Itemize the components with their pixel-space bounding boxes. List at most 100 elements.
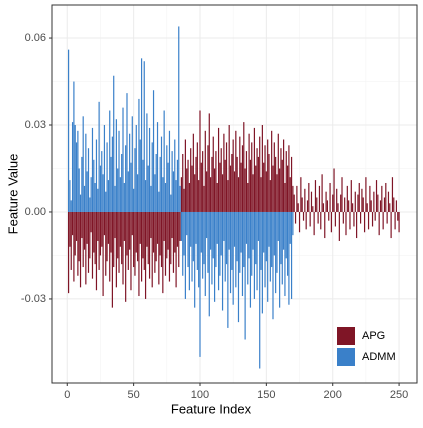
- bar: [109, 211, 111, 282]
- bar: [150, 211, 152, 239]
- bar: [316, 197, 318, 212]
- bar: [284, 211, 286, 297]
- bar: [184, 139, 186, 212]
- bar: [135, 211, 137, 253]
- bar: [93, 211, 95, 253]
- bar: [79, 194, 82, 212]
- bar: [267, 139, 269, 212]
- bar: [261, 211, 263, 314]
- bar: [294, 211, 297, 224]
- bar: [188, 211, 190, 291]
- bar: [247, 182, 249, 212]
- bar: [154, 211, 156, 273]
- bar: [279, 211, 281, 308]
- bar: [215, 211, 217, 268]
- bar: [267, 211, 269, 302]
- bar: [342, 211, 344, 224]
- bar: [115, 119, 117, 212]
- bar: [114, 185, 116, 212]
- bar: [208, 113, 210, 212]
- bar: [93, 159, 95, 212]
- bar: [377, 194, 379, 212]
- bar: [248, 211, 250, 259]
- bar: [121, 211, 123, 265]
- bar: [144, 180, 147, 212]
- bar: [146, 113, 148, 212]
- bar: [198, 211, 200, 288]
- bar: [252, 211, 254, 250]
- bar: [75, 142, 78, 212]
- bar: [143, 61, 145, 212]
- bar: [123, 182, 125, 212]
- bar: [71, 122, 74, 212]
- bar: [273, 211, 275, 256]
- bar: [241, 145, 244, 212]
- bar: [106, 211, 108, 262]
- bar: [170, 194, 172, 212]
- bar: [139, 139, 141, 212]
- bar: [71, 211, 74, 236]
- bar: [156, 211, 159, 244]
- bar: [212, 211, 214, 259]
- bar: [206, 171, 208, 212]
- bar: [288, 145, 290, 212]
- bar: [244, 168, 246, 212]
- bar: [178, 211, 180, 268]
- bar: [176, 211, 179, 247]
- bar: [219, 162, 221, 212]
- bar: [171, 211, 173, 239]
- y-tick-label: 0.00: [25, 206, 46, 218]
- bar: [159, 156, 161, 212]
- bar: [184, 211, 186, 299]
- bar: [107, 211, 110, 244]
- bar: [167, 211, 169, 250]
- bar: [358, 182, 360, 212]
- bar: [187, 159, 189, 212]
- bar: [374, 211, 376, 221]
- bar: [216, 211, 218, 244]
- bar: [152, 211, 155, 253]
- bar: [369, 185, 371, 212]
- bar: [86, 171, 88, 212]
- bar: [373, 191, 375, 212]
- bar: [289, 211, 291, 244]
- bar: [321, 174, 323, 212]
- bar: [69, 180, 71, 212]
- x-tick-label: 100: [191, 389, 209, 401]
- bar: [293, 194, 295, 212]
- bar: [232, 139, 234, 212]
- bar: [317, 211, 319, 224]
- bar: [190, 211, 192, 247]
- bar: [97, 211, 99, 241]
- bar: [280, 211, 282, 265]
- bar: [129, 133, 131, 212]
- bar: [168, 130, 171, 212]
- bar: [99, 165, 102, 212]
- bar: [325, 191, 327, 212]
- bar: [94, 182, 96, 212]
- bar: [394, 211, 396, 230]
- bar: [243, 211, 245, 268]
- bar: [118, 130, 120, 212]
- bar: [154, 174, 156, 212]
- bar: [284, 182, 286, 212]
- bar: [187, 211, 189, 268]
- bar: [114, 211, 116, 239]
- bar: [252, 174, 254, 212]
- bar: [249, 159, 252, 212]
- bar: [82, 116, 84, 212]
- bar: [151, 142, 153, 212]
- bar: [163, 110, 165, 212]
- bar: [190, 148, 192, 212]
- bar: [130, 211, 132, 291]
- bar: [131, 211, 133, 236]
- bar: [297, 203, 299, 212]
- bar: [353, 211, 355, 227]
- bar: [188, 182, 190, 212]
- bar: [236, 211, 238, 262]
- bar: [105, 211, 107, 276]
- x-tick-label: 150: [257, 389, 275, 401]
- x-tick-label: 0: [64, 389, 70, 401]
- bar: [163, 211, 165, 241]
- bar: [237, 211, 240, 323]
